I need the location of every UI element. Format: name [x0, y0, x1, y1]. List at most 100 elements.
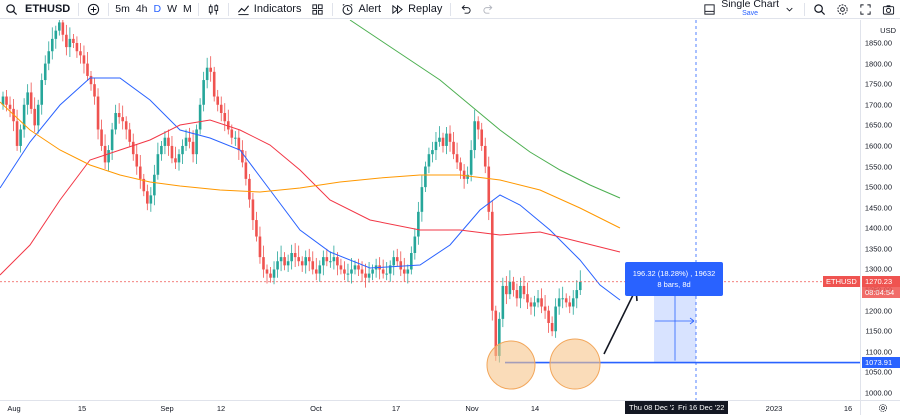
- candle-body: [304, 257, 308, 266]
- templates-button[interactable]: [306, 0, 329, 19]
- redo-button[interactable]: [477, 0, 500, 19]
- price-tick: 1200.00: [864, 306, 892, 316]
- chart-type-button[interactable]: [202, 0, 225, 19]
- bottom-highlight-circle[interactable]: [486, 340, 536, 390]
- candle-body: [399, 261, 403, 270]
- candle-body: [68, 38, 72, 48]
- candle-body: [392, 257, 396, 266]
- settings-button[interactable]: [831, 0, 854, 19]
- candle-body: [533, 302, 536, 307]
- candle-body: [339, 265, 343, 270]
- candle-body: [336, 257, 339, 266]
- candle-body: [142, 178, 146, 192]
- range-end-date: Fri 16 Dec '22: [674, 401, 729, 414]
- gear-icon[interactable]: [878, 403, 888, 413]
- measure-tooltip: 196.32 (18.28%) , 19632 8 bars, 8d: [625, 262, 723, 296]
- candle-body: [146, 191, 149, 204]
- fullscreen-button[interactable]: [854, 0, 877, 19]
- top-toolbar: ETHUSD 5m 4h D W M Indicators Alert Repl…: [0, 0, 900, 19]
- candle-body: [540, 298, 543, 307]
- candle-body: [441, 137, 445, 146]
- timeframe-m[interactable]: M: [183, 3, 192, 15]
- symbol-search-button[interactable]: ETHUSD: [0, 0, 75, 19]
- candle-body: [234, 137, 237, 139]
- compare-symbol-button[interactable]: [82, 0, 105, 19]
- time-tick: 17: [391, 404, 401, 413]
- timeframe-5m[interactable]: 5m: [115, 3, 130, 15]
- candle-body: [434, 141, 438, 151]
- timeframe-w[interactable]: W: [167, 3, 178, 15]
- grid-icon: [312, 3, 324, 15]
- layout-title: Single Chart: [721, 0, 779, 10]
- candle-body: [325, 257, 329, 262]
- support-price-badge: 1073.91: [862, 356, 900, 368]
- time-scale[interactable]: Aug 15 Sep 12 Oct 17 Nov 14 2023 16: [0, 400, 860, 415]
- currency-label[interactable]: USD: [880, 26, 896, 35]
- candle-body: [512, 281, 515, 291]
- price-tick: 1300.00: [864, 264, 892, 274]
- candle-body: [293, 253, 297, 258]
- candle-body: [216, 96, 220, 105]
- replay-button[interactable]: Replay: [386, 0, 447, 19]
- symbol-price-badge: ETHUSD: [823, 275, 860, 287]
- candle-body: [110, 129, 114, 151]
- candle-body: [357, 265, 360, 270]
- quick-search-button[interactable]: [808, 0, 831, 19]
- candle-body: [466, 174, 469, 179]
- price-scale[interactable]: USD 1850.00 1800.00 1750.00 1700.00 1650.00 1…: [860, 20, 900, 400]
- candle-body: [483, 145, 487, 167]
- gear-icon: [837, 3, 848, 15]
- candle-body: [269, 273, 272, 278]
- undo-button[interactable]: [454, 0, 477, 19]
- candle-body: [170, 145, 174, 159]
- candle-body: [255, 220, 258, 237]
- price-chart[interactable]: [0, 20, 860, 400]
- plus-circle-icon: [88, 3, 100, 15]
- candle-body: [413, 236, 417, 253]
- price-tick: 1150.00: [865, 326, 892, 336]
- layout-button[interactable]: Single Chart Save: [698, 0, 801, 19]
- alert-label: Alert: [358, 3, 382, 15]
- candle-body: [8, 104, 12, 109]
- indicators-icon: [237, 4, 249, 15]
- candle-body: [184, 137, 188, 146]
- candle-body: [198, 104, 202, 130]
- alert-button[interactable]: Alert: [336, 0, 386, 19]
- time-tick: 15: [77, 404, 87, 413]
- candle-body: [575, 290, 579, 299]
- indicators-button[interactable]: Indicators: [232, 0, 307, 19]
- redo-icon: [483, 4, 493, 14]
- candle-body: [417, 211, 420, 237]
- layout-icon: [704, 3, 715, 15]
- candle-body: [36, 104, 40, 126]
- timeframe-4h[interactable]: 4h: [135, 3, 148, 15]
- candle-body: [395, 257, 399, 262]
- divider: [450, 2, 452, 16]
- time-tick: 14: [530, 404, 540, 413]
- candle-body: [272, 269, 276, 278]
- candle-body: [438, 137, 441, 142]
- candle-body: [279, 257, 283, 262]
- candle-body: [501, 285, 505, 319]
- candle-body: [364, 273, 367, 278]
- candle-body: [138, 166, 142, 179]
- scale-settings[interactable]: [860, 400, 900, 415]
- price-tick: 1450.00: [864, 203, 892, 213]
- search-icon: [6, 3, 18, 15]
- divider: [332, 2, 334, 16]
- candle-body: [226, 121, 230, 130]
- candle-body: [564, 298, 568, 303]
- trend-arrow[interactable]: [603, 288, 638, 355]
- timeframe-d[interactable]: D: [153, 3, 162, 15]
- undo-icon: [461, 4, 471, 14]
- candle-body: [163, 137, 167, 146]
- candle-body: [469, 150, 473, 175]
- candle-body: [96, 96, 100, 130]
- snapshot-button[interactable]: [877, 0, 900, 19]
- chart-plot-area[interactable]: 196.32 (18.28%) , 19632 8 bars, 8d: [0, 20, 860, 400]
- candle-body: [86, 63, 89, 76]
- candle-body: [290, 253, 293, 262]
- candle-body: [54, 30, 58, 39]
- candle-body: [209, 67, 212, 72]
- bottom-highlight-circle[interactable]: [549, 338, 601, 390]
